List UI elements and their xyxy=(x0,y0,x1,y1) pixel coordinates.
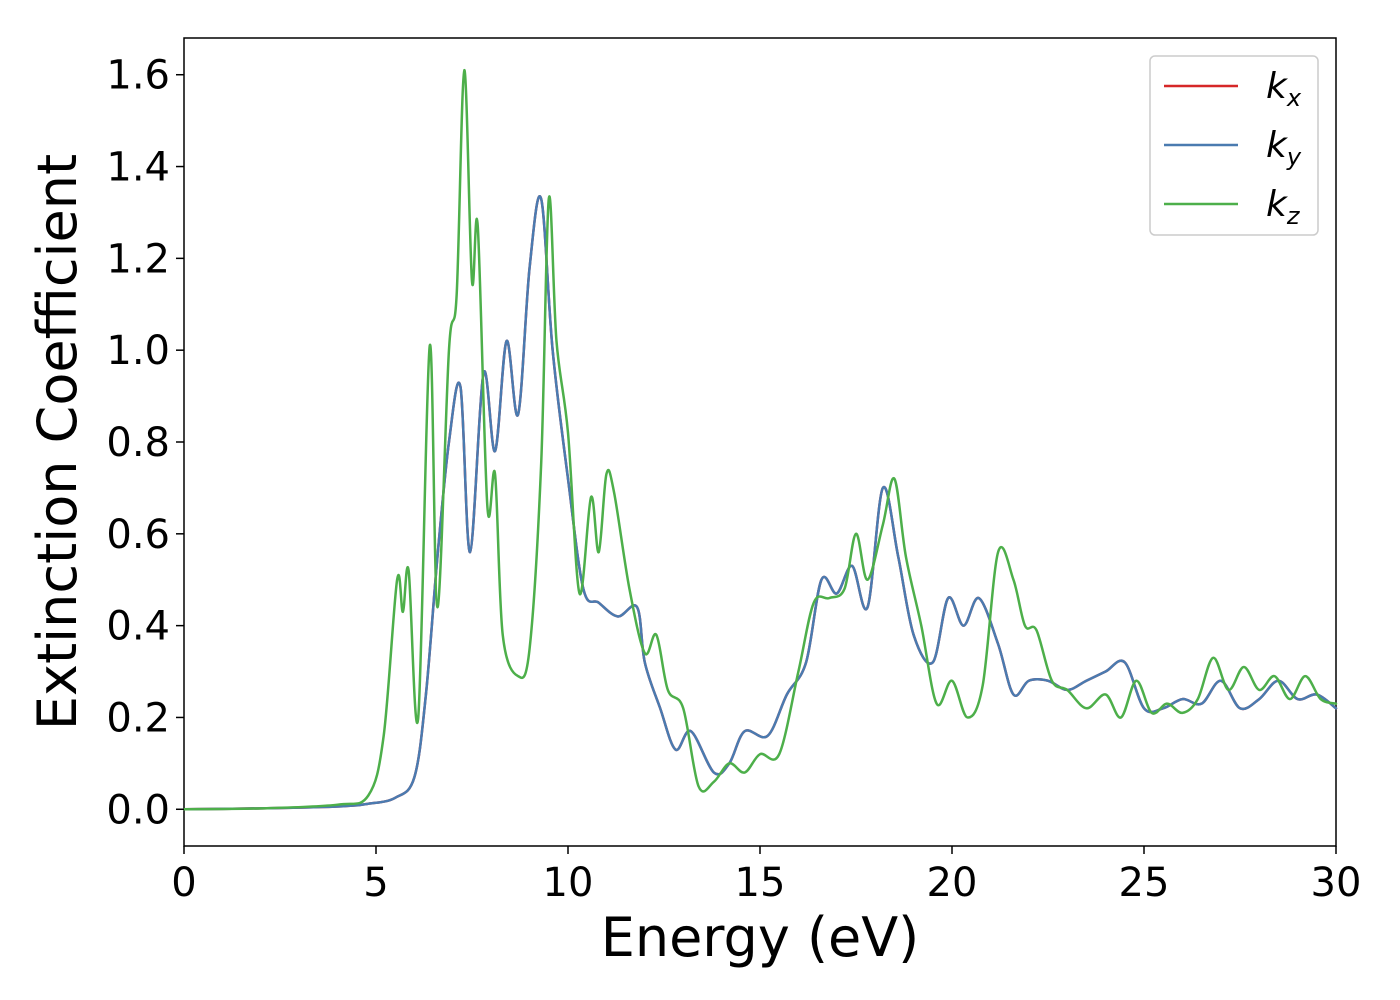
plot-frame xyxy=(183,37,1337,847)
y-axis-ticks: 0.0 0.2 0.4 0.6 0.8 1.0 1.2 1.4 1.6 xyxy=(106,53,184,833)
y-tick-label: 0.8 xyxy=(106,420,170,466)
y-tick-label: 1.0 xyxy=(106,328,170,374)
y-tick-label: 0.6 xyxy=(106,512,170,558)
x-tick-label: 5 xyxy=(363,860,388,906)
x-tick-label: 30 xyxy=(1311,860,1362,906)
legend-label-subscript: z xyxy=(1286,202,1301,230)
x-tick-label: 0 xyxy=(171,860,196,906)
x-tick-label: 15 xyxy=(735,860,786,906)
series-line-y xyxy=(182,195,1338,811)
y-tick-label: 1.6 xyxy=(106,53,170,99)
y-tick-label: 0.0 xyxy=(106,787,170,833)
legend-label-subscript: x xyxy=(1286,84,1302,112)
plot-area xyxy=(182,37,1338,847)
legend-label-y: ky xyxy=(1266,125,1302,171)
y-tick-label: 0.2 xyxy=(106,695,170,741)
legend-label-subscript: y xyxy=(1286,143,1302,171)
series-line-z xyxy=(182,68,1338,811)
x-tick-label: 20 xyxy=(927,860,978,906)
y-tick-label: 1.4 xyxy=(106,145,170,191)
legend-label-base: k xyxy=(1266,184,1289,225)
legend-label-z: kz xyxy=(1266,184,1301,230)
legend-label-base: k xyxy=(1266,125,1289,166)
x-tick-label: 25 xyxy=(1119,860,1170,906)
x-tick-label: 10 xyxy=(543,860,594,906)
x-axis-label: Energy (eV) xyxy=(601,906,920,969)
series-layer xyxy=(182,68,1338,811)
y-tick-label: 0.4 xyxy=(106,604,170,650)
x-axis-ticks: 0 5 10 15 20 25 30 xyxy=(171,846,1361,906)
legend-label-base: k xyxy=(1266,66,1289,107)
legend-label-x: kx xyxy=(1266,66,1302,112)
y-tick-label: 1.2 xyxy=(106,236,170,282)
y-axis-label: Extinction Coefficient xyxy=(26,154,89,730)
